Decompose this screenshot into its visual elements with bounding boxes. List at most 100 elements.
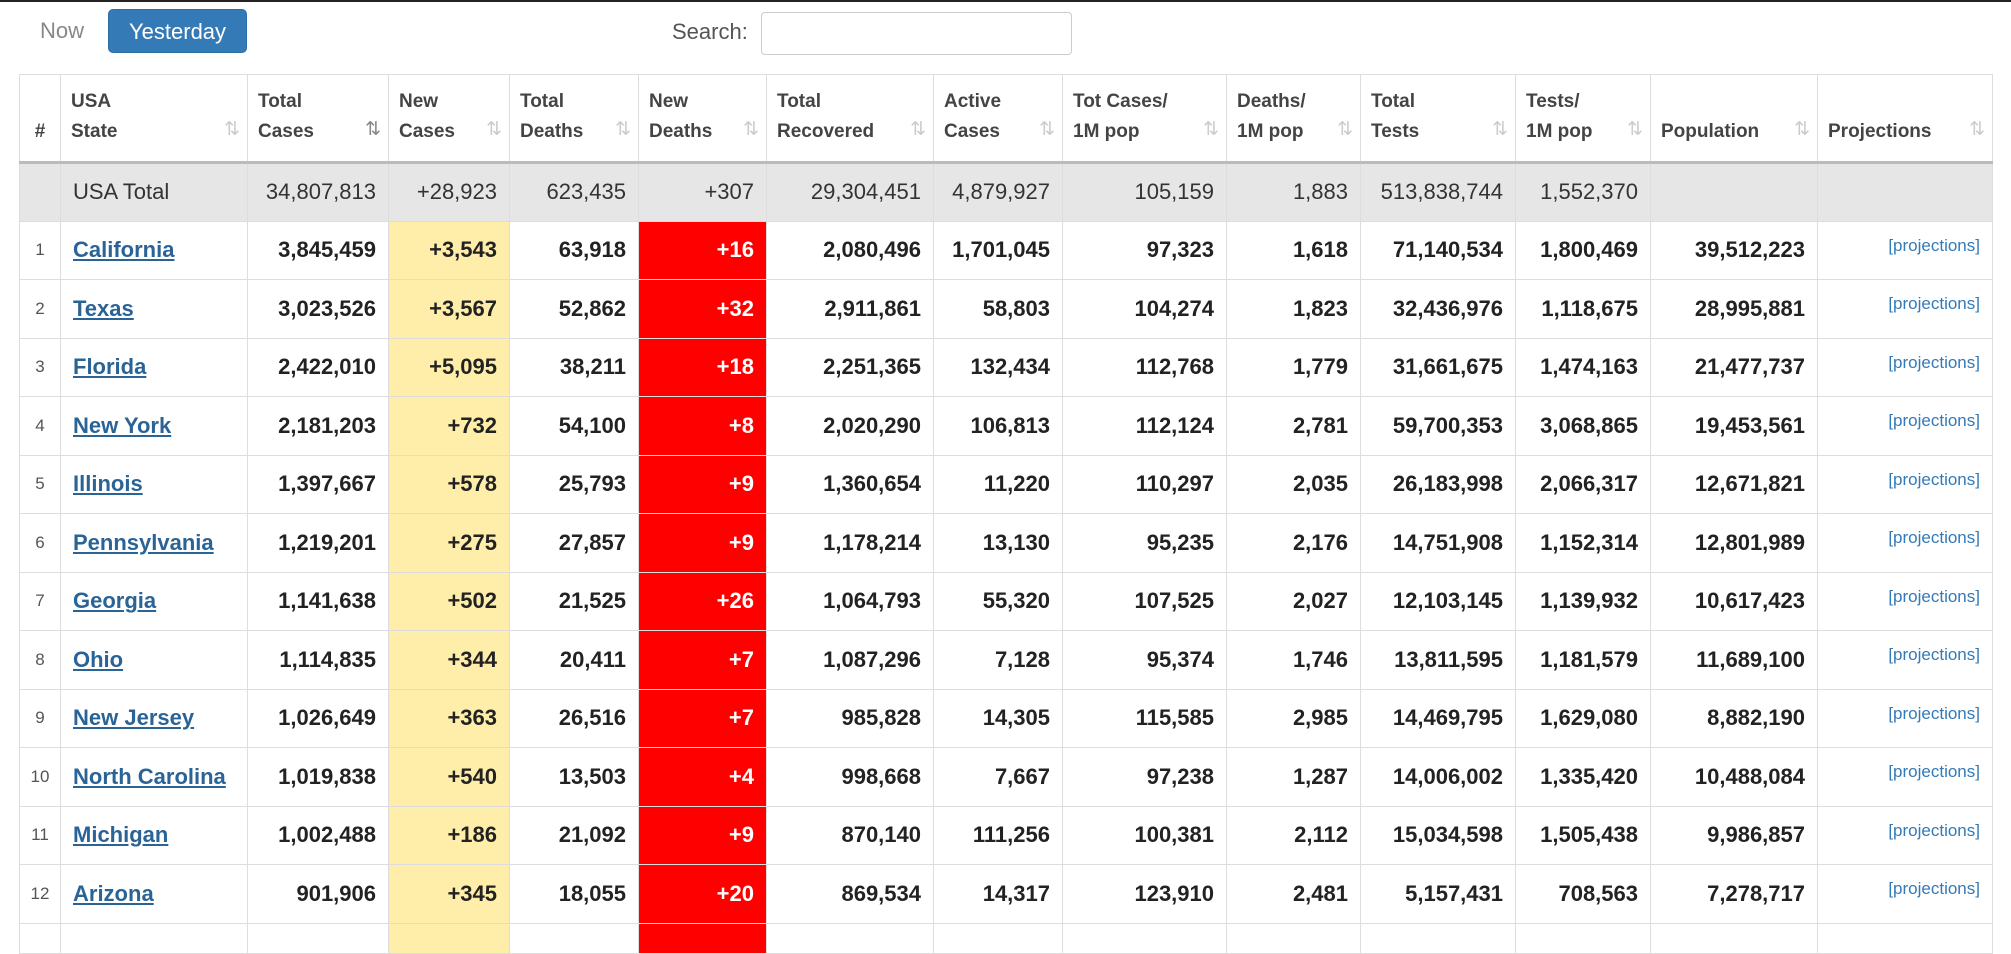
sort-arrows-icon[interactable]: ⇅ [224, 119, 240, 140]
header-active-cases[interactable]: Active Cases ⇅ [933, 74, 1063, 164]
total-tests-cell: 71,140,534 [1360, 220, 1516, 280]
state-cell: Ohio [60, 630, 248, 690]
projections-link[interactable]: [projections] [1888, 411, 1980, 430]
state-link[interactable]: North Carolina [73, 763, 226, 789]
projections-cell: [projections] [1817, 279, 1993, 339]
header-label-line1: Tests/ [1526, 91, 1580, 112]
total-deaths-cell: 27,857 [509, 513, 639, 573]
sort-arrows-icon[interactable]: ⇅ [365, 119, 381, 140]
row-number: 2 [19, 279, 61, 339]
state-cell: Arizona [60, 864, 248, 924]
header-label-line1: New [399, 91, 439, 112]
sort-arrows-icon[interactable]: ⇅ [1203, 119, 1219, 140]
header-population[interactable]: Population ⇅ [1650, 74, 1818, 164]
partial-cell [638, 922, 767, 954]
total-deaths-cell: 21,525 [509, 571, 639, 631]
total-deaths-cell: 21,092 [509, 805, 639, 865]
header-tests-per-m[interactable]: Tests/1M pop ⇅ [1515, 74, 1651, 164]
deaths-per-m-cell: 1,823 [1226, 279, 1361, 339]
total-recovered-cell: 2,251,365 [766, 337, 934, 397]
total-tests-cell: 13,811,595 [1360, 630, 1516, 690]
projections-link[interactable]: [projections] [1888, 294, 1980, 313]
projections-link[interactable]: [projections] [1888, 586, 1980, 606]
state-link[interactable]: Michigan [73, 822, 169, 848]
new-deaths-cell: +9 [638, 454, 767, 514]
total-total-tests: 513,838,744 [1360, 162, 1516, 222]
state-cell: Texas [60, 279, 248, 339]
total-recovered-cell: 1,064,793 [766, 571, 934, 631]
header-label-line2: # [34, 121, 46, 142]
total-recovered-cell: 1,087,296 [766, 630, 934, 690]
projections-link[interactable]: [projections] [1888, 703, 1980, 723]
header-total-deaths[interactable]: Total Deaths ⇅ [509, 74, 639, 164]
header-deaths-per-m[interactable]: Deaths/1M pop ⇅ [1226, 74, 1361, 164]
sort-arrows-icon[interactable]: ⇅ [1794, 119, 1810, 140]
active-cases-cell: 13,130 [933, 513, 1063, 573]
total-cases-cell: 2,422,010 [247, 337, 389, 397]
total-deaths-cell: 25,793 [509, 454, 639, 514]
table-row: 2 Texas 3,023,526 +3,567 52,862 +32 2,911,861 5… [19, 279, 1993, 339]
population-cell: 7,278,717 [1650, 864, 1818, 924]
population-cell: 11,689,100 [1650, 630, 1818, 690]
total-tests-cell: 15,034,598 [1360, 805, 1516, 865]
state-link[interactable]: California [73, 237, 175, 263]
state-link[interactable]: Illinois [73, 471, 143, 497]
sort-arrows-icon[interactable]: ⇅ [743, 119, 759, 140]
projections-link[interactable]: [projections] [1888, 352, 1980, 372]
row-number: 7 [19, 571, 61, 631]
tab-yesterday[interactable]: Yesterday [108, 9, 248, 53]
total-recovered-cell: 2,911,861 [766, 279, 934, 339]
population-cell: 39,512,223 [1650, 220, 1818, 280]
sort-arrows-icon[interactable]: ⇅ [1627, 119, 1643, 140]
header-new-deaths[interactable]: New Deaths ⇅ [638, 74, 767, 164]
header-label-line2: Population [1661, 121, 1760, 142]
header-cases-per-m[interactable]: Tot Cases/1M pop ⇅ [1062, 74, 1227, 164]
sort-arrows-icon[interactable]: ⇅ [1969, 119, 1985, 140]
active-cases-cell: 1,701,045 [933, 220, 1063, 280]
total-total-recovered: 29,304,451 [766, 162, 934, 222]
sort-arrows-icon[interactable]: ⇅ [615, 119, 631, 140]
projections-link[interactable]: [projections] [1888, 235, 1980, 255]
header-num[interactable]: # [19, 74, 61, 164]
header-total-cases[interactable]: Total Cases ⇅ [247, 74, 389, 164]
header-projections[interactable]: Projections ⇅ [1817, 74, 1993, 164]
new-cases-cell: +186 [388, 805, 510, 865]
search-label: Search: [672, 19, 748, 44]
row-number: 3 [19, 337, 61, 397]
state-link[interactable]: Pennsylvania [73, 529, 214, 555]
sort-arrows-icon[interactable]: ⇅ [486, 119, 502, 140]
sort-arrows-icon[interactable]: ⇅ [910, 119, 926, 140]
projections-link[interactable]: [projections] [1888, 469, 1980, 489]
cases-per-m-cell: 110,297 [1062, 454, 1227, 514]
search-input[interactable] [761, 12, 1072, 55]
sort-arrows-icon[interactable]: ⇅ [1039, 119, 1055, 140]
sort-arrows-icon[interactable]: ⇅ [1492, 119, 1508, 140]
state-link[interactable]: Georgia [73, 588, 157, 614]
partial-cell [1515, 922, 1651, 954]
state-link[interactable]: Texas [73, 295, 134, 321]
state-link[interactable]: Ohio [73, 646, 124, 672]
state-link[interactable]: Florida [73, 354, 147, 380]
partial-cell [19, 922, 61, 954]
projections-link[interactable]: [projections] [1888, 528, 1980, 547]
header-label-line2: Recovered [777, 121, 875, 142]
total-tests-cell: 26,183,998 [1360, 454, 1516, 514]
tab-now[interactable]: Now [40, 18, 85, 43]
projections-link[interactable]: [projections] [1888, 879, 1980, 898]
projections-link[interactable]: [projections] [1888, 762, 1980, 781]
sort-arrows-icon[interactable]: ⇅ [1337, 119, 1353, 140]
projections-link[interactable]: [projections] [1888, 645, 1980, 664]
header-total-recovered[interactable]: Total Recovered ⇅ [766, 74, 934, 164]
state-link[interactable]: New York [73, 412, 172, 438]
header-total-tests[interactable]: Total Tests ⇅ [1360, 74, 1516, 164]
active-cases-cell: 55,320 [933, 571, 1063, 631]
projections-cell: [projections] [1817, 513, 1993, 573]
partial-cell [60, 922, 248, 954]
total-new-deaths: +307 [638, 162, 767, 222]
header-new-cases[interactable]: New Cases ⇅ [388, 74, 510, 164]
state-cell: Florida [60, 337, 248, 397]
state-link[interactable]: Arizona [73, 880, 154, 906]
projections-link[interactable]: [projections] [1888, 820, 1980, 840]
state-link[interactable]: New Jersey [73, 705, 195, 731]
header-state[interactable]: USA State ⇅ [60, 74, 248, 164]
